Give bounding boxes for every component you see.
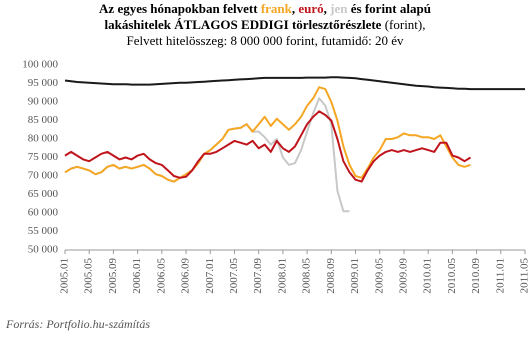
x-tick-label: 2006.01 (131, 258, 143, 294)
source-note: Forrás: Portfolio.hu-számítás (5, 317, 150, 331)
x-tick-label: 2005.09 (107, 258, 119, 294)
title-text: (forint), (381, 17, 425, 32)
x-tick-label: 2009.05 (373, 258, 385, 294)
y-tick-label: 95 000 (28, 77, 59, 89)
legend-entry: frank (261, 1, 293, 16)
x-tick-label: 2008.09 (325, 258, 337, 294)
series-line (64, 76, 525, 91)
x-tick-label: 2010.05 (446, 258, 458, 294)
chart-title: Az egyes hónapokban felvett frank, euró,… (99, 1, 431, 16)
chart-subtitle: Felvett hitelösszeg: 8 000 000 forint, f… (127, 33, 404, 48)
x-tick-label: 2007.05 (228, 258, 240, 294)
x-tick-label: 2009.01 (349, 258, 361, 294)
y-tick-label: 90 000 (28, 96, 59, 108)
x-tick-label: 2005.05 (83, 258, 95, 294)
y-tick-label: 55 000 (28, 225, 59, 237)
y-tick-label: 80 000 (28, 133, 59, 145)
x-tick-label: 2007.01 (204, 258, 216, 294)
series-line (64, 110, 472, 183)
title-text: alapú (397, 1, 431, 16)
y-tick-label: 65 000 (28, 188, 59, 200)
title-text: , (324, 1, 331, 16)
y-tick-label: 100 000 (22, 59, 58, 71)
title-text: Az egyes hónapokban felvett (99, 1, 261, 16)
legend-entry: jen (329, 1, 348, 16)
x-tick-label: 2006.09 (180, 258, 192, 294)
y-tick-label: 75 000 (28, 151, 59, 163)
x-tick-label: 2008.05 (301, 258, 313, 294)
x-tick-label: 2010.01 (422, 258, 434, 294)
x-tick-label: 2007.09 (252, 258, 264, 294)
x-tick-label: 2011.05 (519, 258, 531, 294)
legend-entry: forint (365, 1, 397, 16)
series-line (64, 86, 471, 183)
x-tick-label: 2006.05 (155, 258, 167, 294)
legend-entry: euró (298, 1, 323, 16)
x-tick-label: 2008.01 (276, 258, 288, 294)
y-tick-label: 50 000 (28, 244, 59, 256)
title-text: lakáshitelek ÁTLAGOS EDDIGI törlesztőrés… (105, 17, 382, 32)
title-text: és (348, 1, 365, 16)
y-tick-label: 60 000 (28, 207, 59, 219)
x-tick-label: 2011.01 (494, 258, 506, 293)
x-tick-label: 2009.09 (397, 258, 409, 294)
y-tick-label: 85 000 (28, 114, 59, 126)
x-tick-label: 2005.01 (59, 258, 71, 294)
y-tick-label: 70 000 (28, 170, 59, 182)
x-tick-label: 2010.09 (470, 258, 482, 294)
title-text: , (292, 1, 299, 16)
chart-title: lakáshitelek ÁTLAGOS EDDIGI törlesztőrés… (105, 17, 426, 32)
